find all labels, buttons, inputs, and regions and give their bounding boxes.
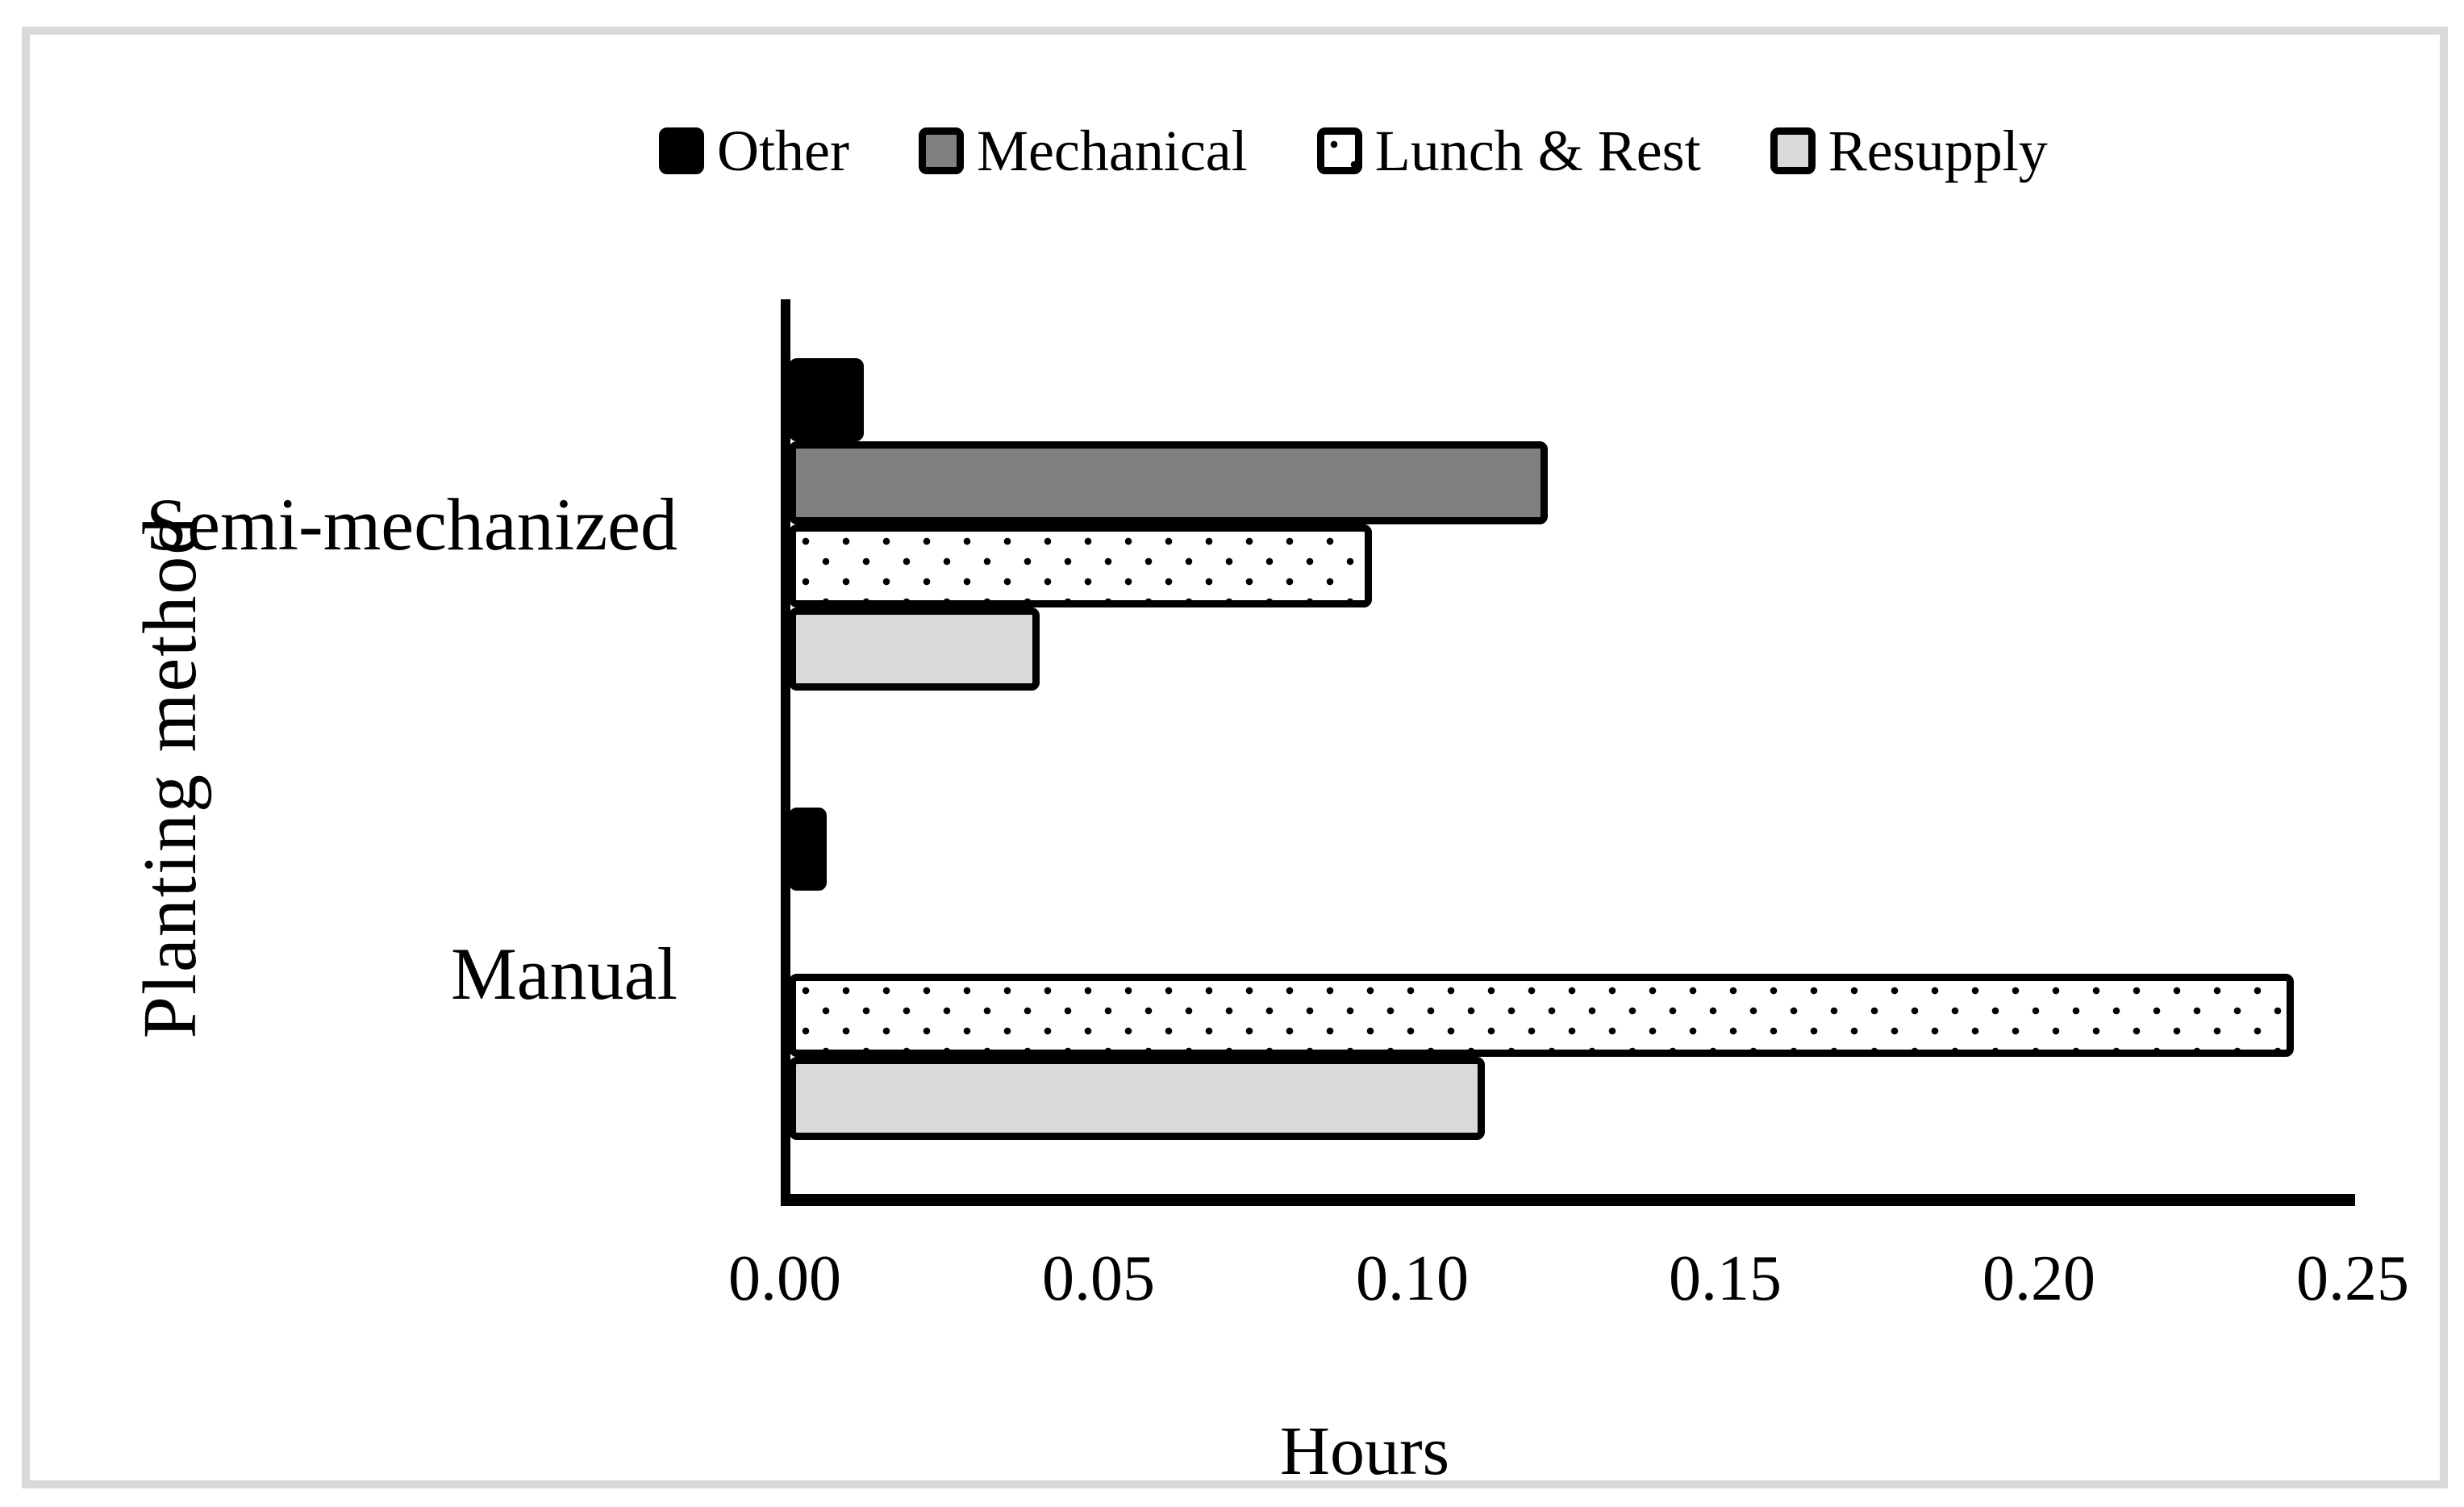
bar-manual-lunch-rest: [789, 974, 2294, 1057]
bar-semi-mechanized-other: [789, 358, 864, 441]
y-axis-title: Planting method: [128, 515, 212, 1039]
legend-swatch-icon: [659, 127, 704, 174]
legend-label: Resupply: [1828, 119, 2048, 183]
x-tick-label-0.10: 0.10: [1356, 1243, 1469, 1314]
x-tick-label-0.00: 0.00: [728, 1243, 841, 1314]
figure-frame: Other Mechanical Lunch & Rest Resupply Plan…: [22, 27, 2448, 1488]
y-axis-line: [781, 299, 790, 1203]
bar-manual-other: [789, 808, 827, 891]
x-axis-line: [781, 1194, 2355, 1206]
legend-swatch-icon: [1770, 127, 1816, 174]
legend-item-lunch-rest: Lunch & Rest: [1316, 119, 1701, 183]
legend-item-other: Other: [659, 122, 849, 180]
x-axis-title: Hours: [1279, 1412, 1450, 1489]
category-label-manual: Manual: [450, 933, 677, 1015]
legend-swatch-icon: [918, 127, 964, 174]
bar-semi-mechanized-lunch-rest: [789, 524, 1372, 607]
category-label-semi-mechanized: Semi-mechanized: [145, 483, 677, 566]
legend-item-mechanical: Mechanical: [918, 119, 1248, 183]
x-tick-label-0.15: 0.15: [1669, 1243, 1782, 1314]
legend-swatch-icon: [1316, 127, 1362, 174]
x-tick-label-0.20: 0.20: [1982, 1243, 2095, 1314]
legend-label: Other: [717, 119, 849, 183]
bar-semi-mechanized-mechanical: [789, 441, 1548, 524]
legend-label: Mechanical: [976, 119, 1248, 183]
legend-label: Lunch & Rest: [1374, 119, 1701, 183]
legend-item-resupply: Resupply: [1770, 122, 2048, 180]
chart-legend: Other Mechanical Lunch & Rest Resupply: [659, 122, 2048, 180]
x-tick-label-0.25: 0.25: [2296, 1243, 2409, 1314]
bar-semi-mechanized-resupply: [789, 607, 1040, 691]
x-tick-label-0.05: 0.05: [1042, 1243, 1155, 1314]
bar-manual-resupply: [789, 1057, 1485, 1140]
